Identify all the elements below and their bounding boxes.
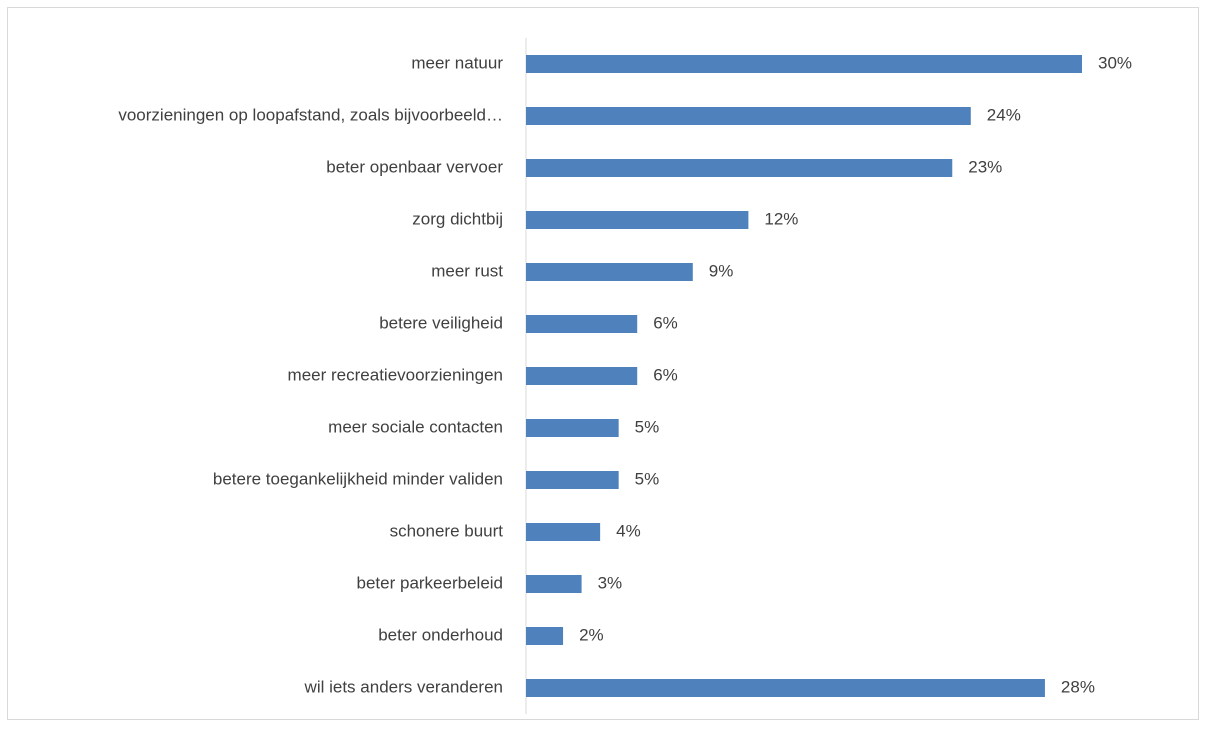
category-label: betere toegankelijkheid minder validen (213, 469, 503, 488)
data-label: 5% (635, 417, 660, 436)
data-label: 9% (709, 261, 734, 280)
data-label: 23% (968, 157, 1002, 176)
category-label: zorg dichtbij (412, 209, 503, 228)
category-label: meer sociale contacten (328, 417, 503, 436)
bar (526, 679, 1045, 697)
data-label: 3% (598, 573, 623, 592)
bar (526, 315, 638, 333)
data-label: 24% (987, 105, 1021, 124)
category-label: wil iets anders veranderen (304, 677, 503, 696)
category-label: beter onderhoud (378, 625, 503, 644)
category-label: voorzieningen op loopafstand, zoals bijv… (118, 105, 503, 124)
data-label: 2% (579, 625, 604, 644)
bar (526, 367, 638, 385)
category-label: beter openbaar vervoer (326, 157, 503, 176)
data-label: 4% (616, 521, 641, 540)
bar (526, 471, 619, 489)
bar (526, 159, 953, 177)
bar (526, 523, 601, 541)
bar (526, 211, 749, 229)
bar (526, 263, 693, 281)
category-label: betere veiligheid (379, 313, 503, 332)
bar (526, 55, 1082, 73)
bar (526, 419, 619, 437)
bar (526, 575, 582, 593)
chart-frame (7, 7, 1199, 720)
category-label: meer rust (431, 261, 503, 280)
bar (526, 627, 564, 645)
data-label: 30% (1098, 53, 1132, 72)
data-label: 28% (1061, 677, 1095, 696)
data-label: 6% (653, 365, 678, 384)
category-label: meer recreatievoorzieningen (288, 365, 503, 384)
category-label: meer natuur (411, 53, 503, 72)
bar (526, 107, 971, 125)
data-label: 6% (653, 313, 678, 332)
data-label: 12% (764, 209, 798, 228)
data-label: 5% (635, 469, 660, 488)
category-label: beter parkeerbeleid (357, 573, 503, 592)
category-label: schonere buurt (390, 521, 504, 540)
